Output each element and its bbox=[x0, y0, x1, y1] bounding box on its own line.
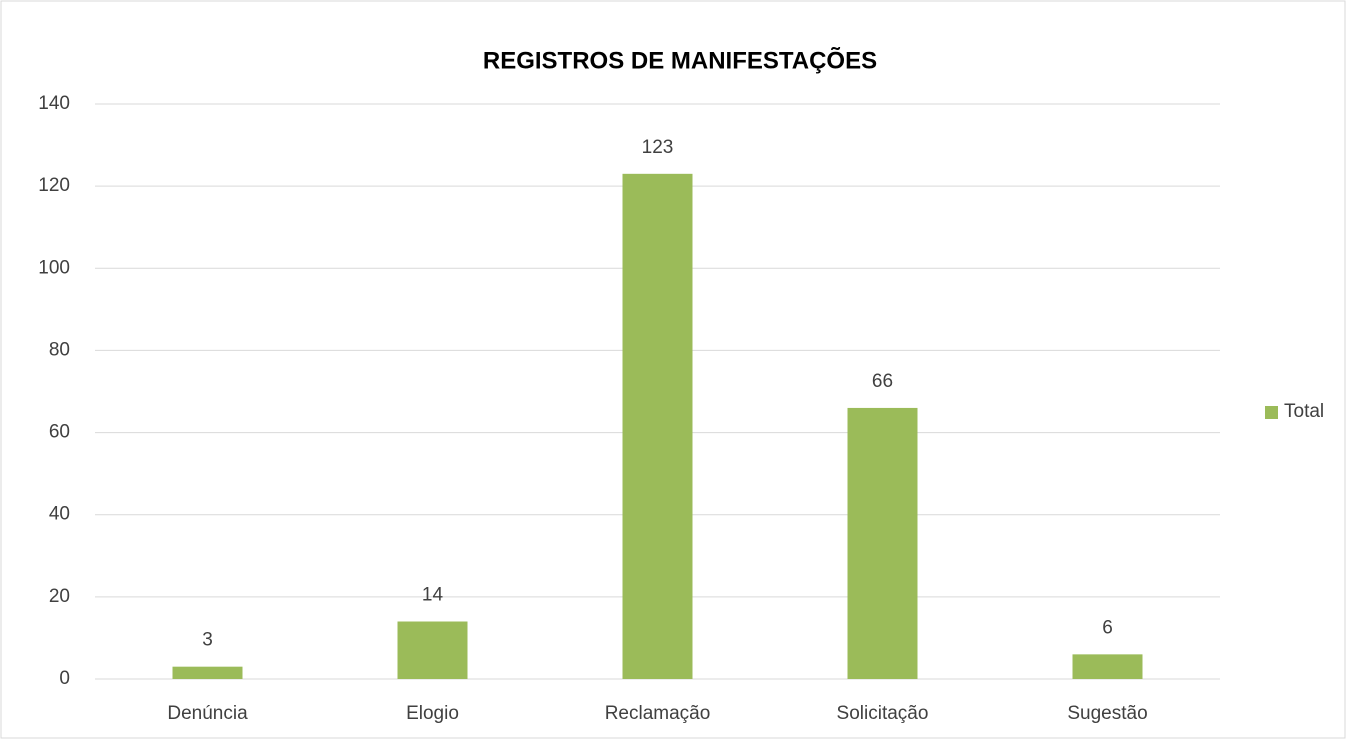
x-tick-label: Sugestão bbox=[1067, 703, 1147, 724]
y-tick-label: 40 bbox=[49, 504, 70, 525]
y-tick-label: 80 bbox=[49, 339, 70, 360]
data-label: 6 bbox=[1102, 617, 1113, 638]
x-tick-label: Elogio bbox=[406, 703, 459, 724]
y-tick-label: 0 bbox=[59, 668, 70, 689]
data-label: 14 bbox=[422, 585, 444, 606]
y-tick-label: 100 bbox=[38, 257, 70, 278]
bar bbox=[847, 407, 918, 679]
chart-title: REGISTROS DE MANIFESTAÇÕES bbox=[483, 46, 877, 74]
y-tick-label: 120 bbox=[38, 175, 70, 196]
legend-swatch bbox=[1265, 406, 1278, 419]
y-tick-label: 60 bbox=[49, 422, 70, 443]
y-tick-label: 20 bbox=[49, 586, 70, 607]
x-tick-label: Solicitação bbox=[837, 703, 929, 724]
legend-label: Total bbox=[1284, 401, 1324, 422]
x-tick-label: Denúncia bbox=[167, 703, 248, 724]
bar bbox=[397, 621, 468, 679]
y-tick-label: 140 bbox=[38, 93, 70, 114]
bar bbox=[622, 173, 693, 680]
bar bbox=[1072, 654, 1143, 679]
x-tick-label: Reclamação bbox=[605, 703, 711, 724]
data-label: 123 bbox=[642, 137, 674, 158]
bar bbox=[172, 666, 243, 679]
data-label: 66 bbox=[872, 371, 893, 392]
data-label: 3 bbox=[202, 630, 213, 651]
